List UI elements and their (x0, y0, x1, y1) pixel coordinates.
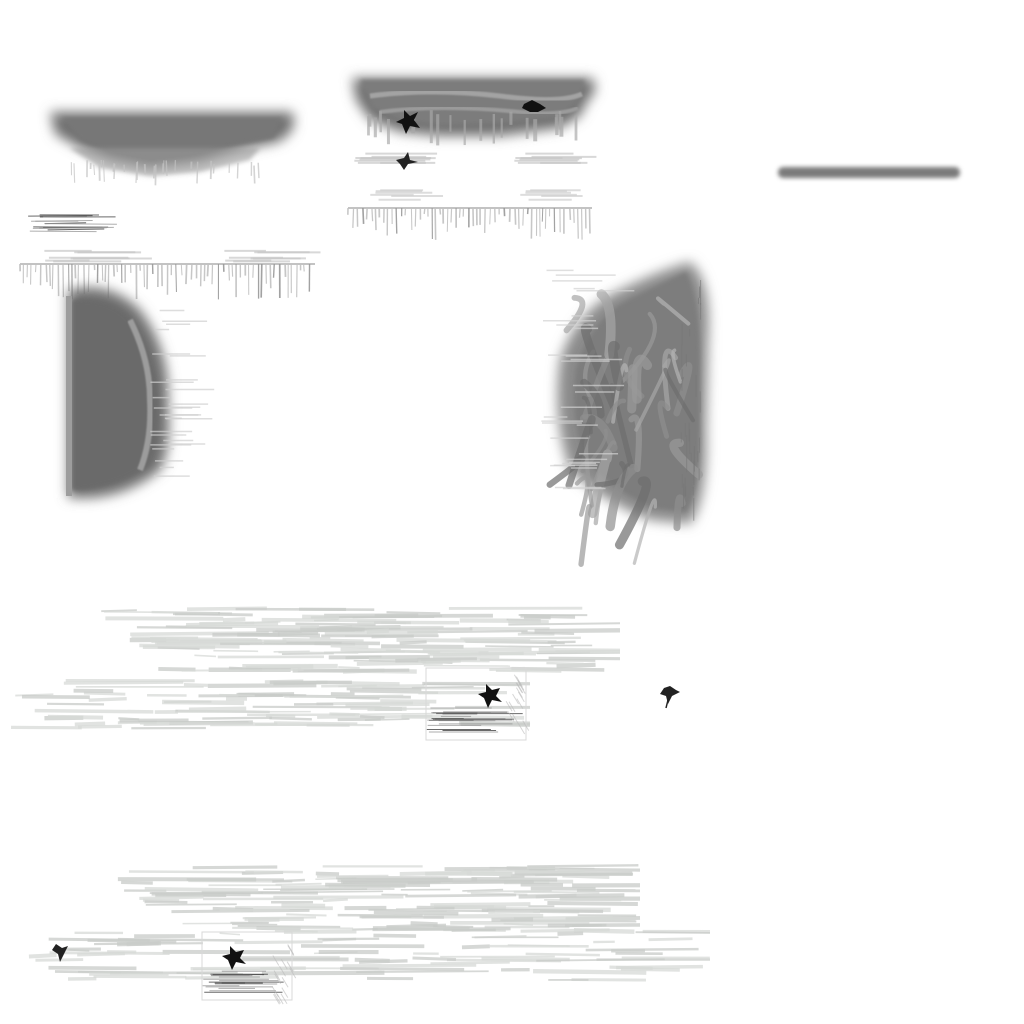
splat-b (522, 100, 546, 112)
rock-wall-right (541, 262, 709, 567)
splat-f (52, 944, 246, 970)
mist-streaks-middle (11, 606, 621, 730)
splat-d (478, 684, 502, 708)
thin-bar-top-right (778, 167, 960, 178)
hatch-box-middle (425, 667, 530, 741)
icicle-fringe-top-center (347, 207, 592, 240)
splat-c (396, 152, 418, 170)
hatch-box-bottom (201, 931, 297, 1005)
splat-a (396, 110, 420, 134)
rock-platform-top-center (352, 78, 596, 146)
mist-streaks-bottom (28, 864, 711, 982)
rock-wall-left (66, 287, 215, 498)
icicle-fringe-left (19, 263, 315, 300)
rock-platform-top-left (50, 112, 295, 186)
splat-e (660, 686, 680, 709)
mist-streaks-small (28, 152, 597, 263)
